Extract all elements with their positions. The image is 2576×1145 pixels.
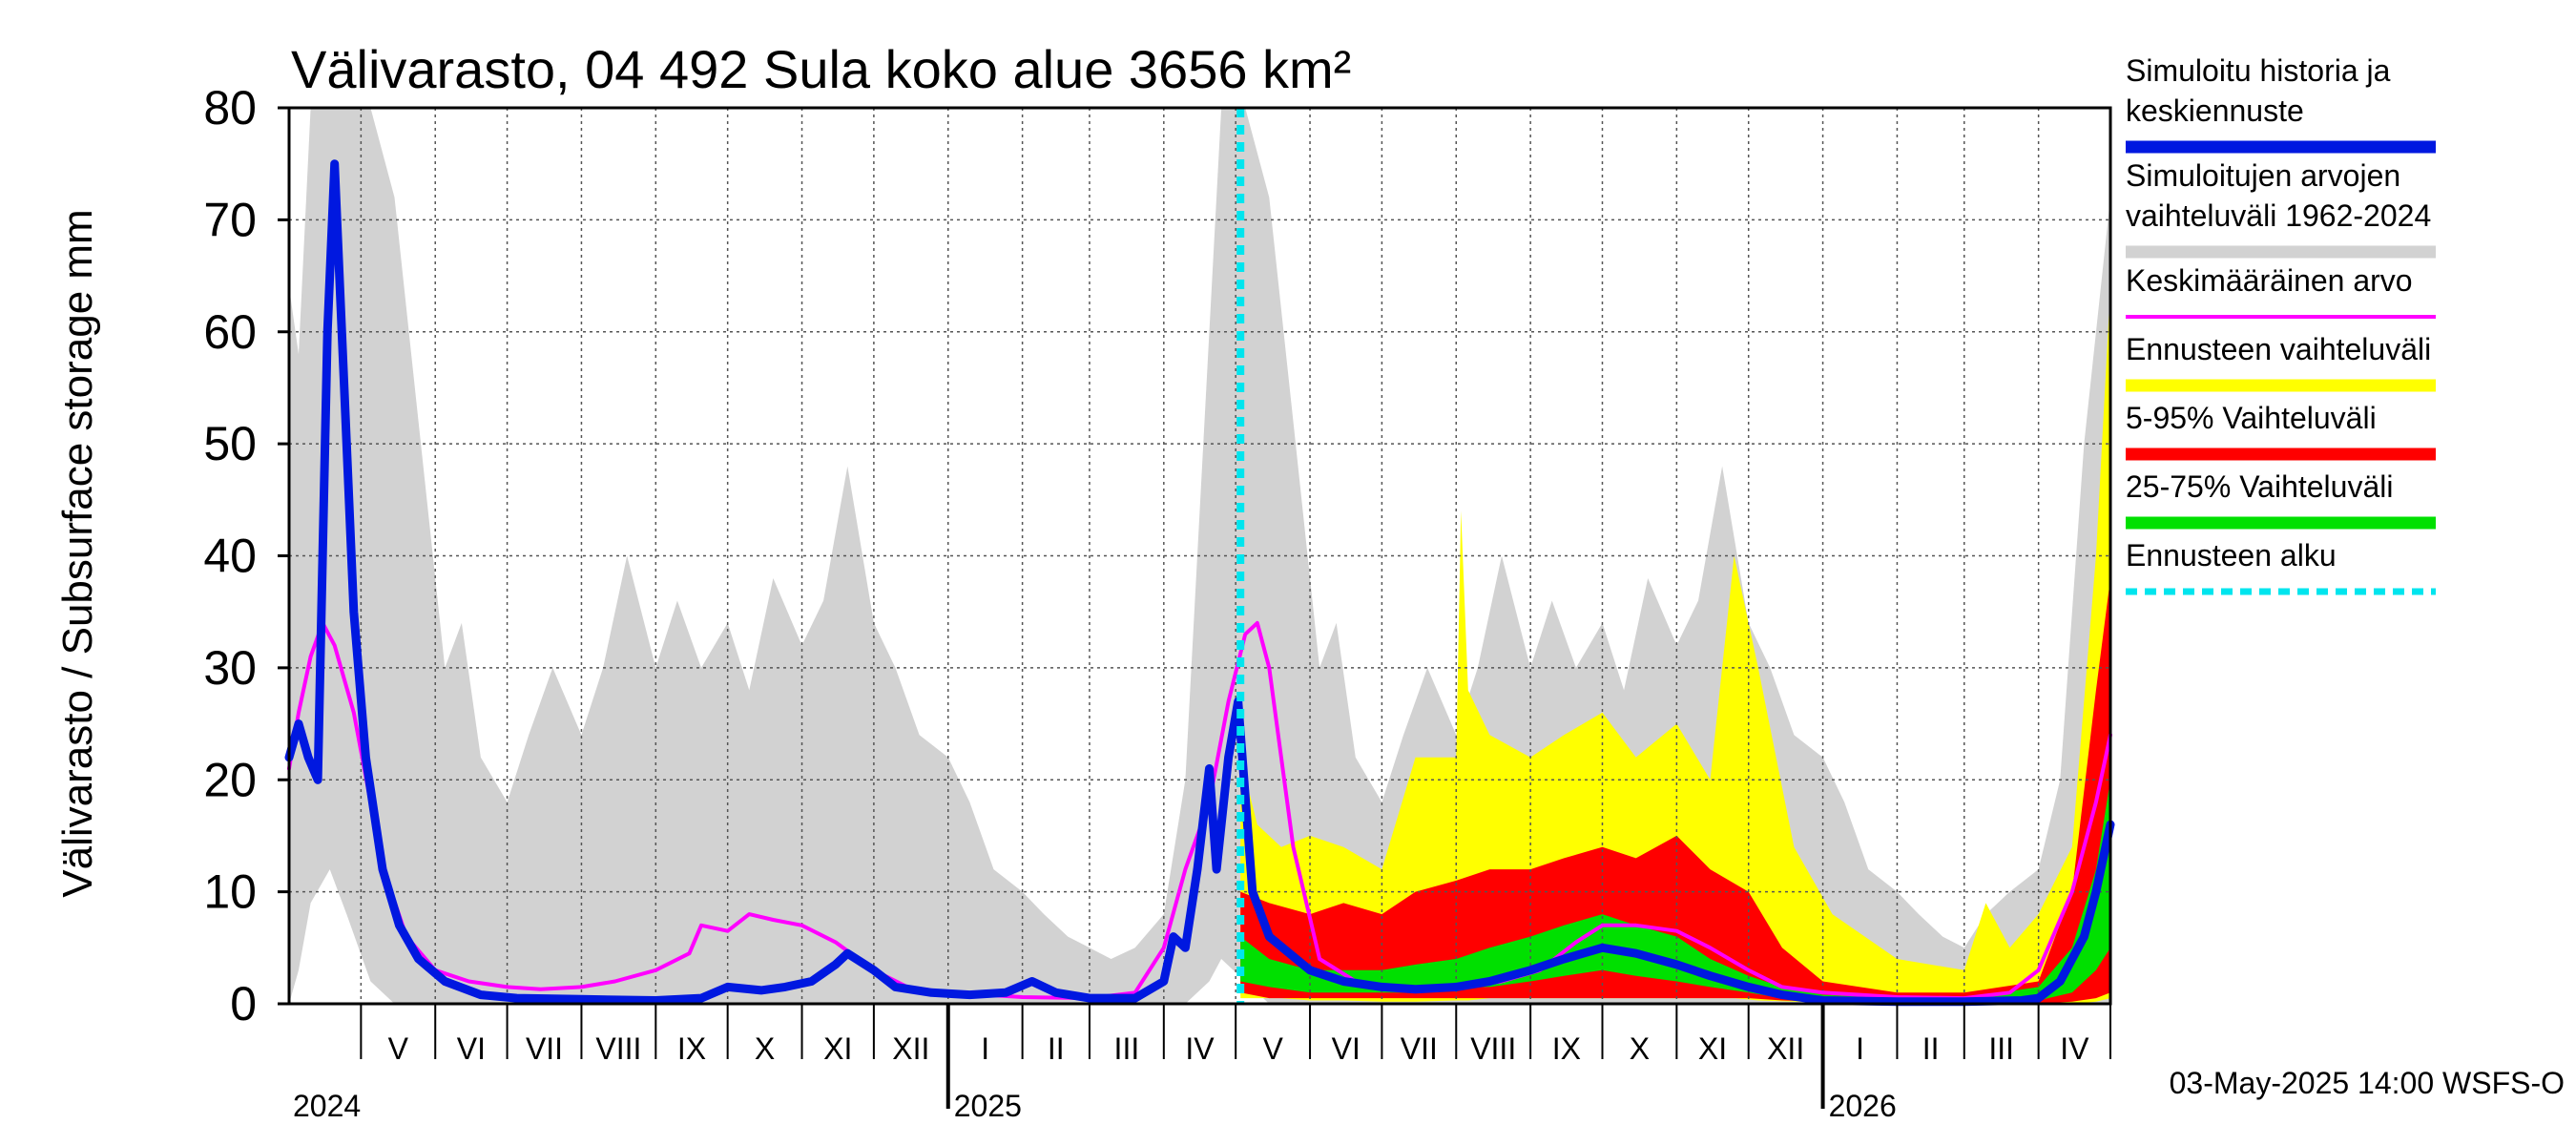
month-label: X (1630, 1031, 1650, 1066)
legend-label: vaihteluväli 1962-2024 (2126, 198, 2431, 233)
month-label: XI (1698, 1031, 1727, 1066)
month-label: I (1856, 1031, 1864, 1066)
month-label: XII (1767, 1031, 1804, 1066)
month-label: VI (457, 1031, 486, 1066)
forecast-range-band (1240, 286, 2110, 1004)
y-tick-label: 20 (203, 753, 257, 806)
month-label: XI (823, 1031, 852, 1066)
5-95-percent-band-layer (1240, 578, 2110, 1004)
y-tick-label: 80 (203, 81, 257, 135)
grid-layer (289, 107, 2110, 1004)
y-tick-label: 30 (203, 641, 257, 695)
chart-title: Välivarasto, 04 492 Sula koko alue 3656 … (291, 39, 1351, 99)
month-label: V (388, 1031, 409, 1066)
month-label: X (755, 1031, 775, 1066)
month-label: VIII (1470, 1031, 1516, 1066)
year-label: 2024 (293, 1089, 361, 1123)
forecast-range-band-layer (1240, 286, 2110, 1004)
year-label: 2025 (954, 1089, 1022, 1123)
mean-value-line (287, 620, 2112, 1001)
legend-label: 25-75% Vaihteluväli (2126, 469, 2393, 504)
y-tick-label: 70 (203, 193, 257, 246)
legend: Simuloitu historia ja keskiennuste Simuloi… (2126, 53, 2436, 595)
month-label: IX (677, 1031, 706, 1066)
month-label: III (1988, 1031, 2014, 1066)
month-label: IV (2060, 1031, 2089, 1066)
month-label: IV (1185, 1031, 1215, 1066)
footer-timestamp: 03-May-2025 14:00 WSFS-O (2170, 1066, 2565, 1100)
month-label: XII (892, 1031, 929, 1066)
legend-label: keskiennuste (2126, 94, 2304, 128)
month-label: V (1262, 1031, 1283, 1066)
y-tick-label: 0 (230, 977, 257, 1030)
y-tick-label: 10 (203, 865, 257, 919)
month-label: I (981, 1031, 989, 1066)
month-label: VII (1401, 1031, 1438, 1066)
legend-label: Ennusteen vaihteluväli (2126, 332, 2431, 366)
y-tick-label: 50 (203, 417, 257, 470)
month-label: II (1048, 1031, 1065, 1066)
legend-label: Simuloitu historia ja (2126, 53, 2391, 88)
month-label: IX (1552, 1031, 1581, 1066)
month-label: VI (1332, 1031, 1361, 1066)
simulated-history-line (284, 159, 2115, 1007)
legend-label: Simuloitujen arvojen (2126, 158, 2400, 193)
y-tick-label: 60 (203, 305, 257, 359)
legend-label: Keskimääräinen arvo (2126, 263, 2413, 298)
legend-label: 5-95% Vaihteluväli (2126, 401, 2377, 435)
simulated-line-layer (284, 159, 2115, 1007)
month-label: VII (526, 1031, 563, 1066)
mean-line-layer (287, 620, 2112, 1001)
year-label: 2026 (1829, 1089, 1897, 1123)
5-95-percent-band (1240, 578, 2110, 1004)
month-label: VIII (595, 1031, 641, 1066)
y-tick-label: 40 (203, 530, 257, 583)
legend-label: Ennusteen alku (2126, 538, 2337, 572)
month-label: II (1922, 1031, 1940, 1066)
y-axis-label: Välivarasto / Subsurface storage mm (54, 209, 101, 897)
month-label: III (1114, 1031, 1140, 1066)
